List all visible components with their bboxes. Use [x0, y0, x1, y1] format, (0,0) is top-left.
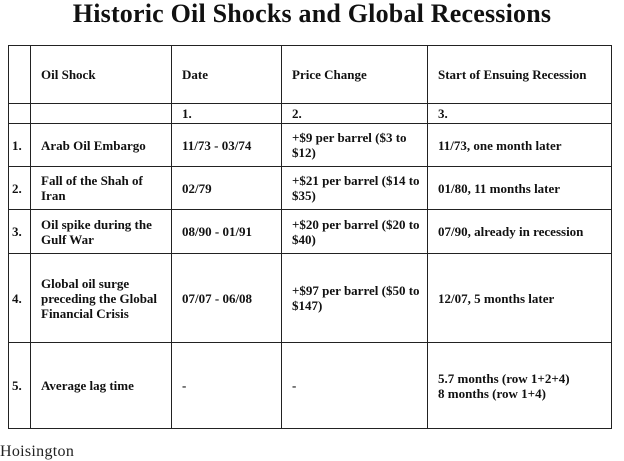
price-change-cell: +$21 per barrel ($14 to $35) — [281, 166, 428, 210]
recession-start-cell: 5.7 months (row 1+2+4) 8 months (row 1+4… — [427, 342, 612, 429]
table-row: 2. Fall of the Shah of Iran 02/79 +$21 p… — [8, 166, 612, 210]
table-row: 4. Global oil surge preceding the Global… — [8, 253, 612, 343]
subheader-price-index: 2. — [281, 103, 428, 124]
lag-time-all-rows: 5.7 months (row 1+2+4) — [438, 370, 570, 386]
price-change-cell: +$9 per barrel ($3 to $12) — [281, 123, 428, 167]
row-number: 1. — [8, 123, 31, 167]
header-oil-shock: Oil Shock — [30, 45, 172, 104]
recession-start-cell: 07/90, already in recession — [427, 209, 612, 254]
row-number: 4. — [8, 253, 31, 343]
price-change-cell: +$20 per barrel ($20 to $40) — [281, 209, 428, 254]
oil-shock-cell: Global oil surge preceding the Global Fi… — [30, 253, 172, 343]
date-cell: 08/90 - 01/91 — [171, 209, 282, 254]
oil-shock-cell: Average lag time — [30, 342, 172, 429]
row-number: 5. — [8, 342, 31, 429]
header-price-change: Price Change — [281, 45, 428, 104]
subheader-num-cell — [8, 103, 31, 124]
subheader-row: 1. 2. 3. — [8, 103, 612, 124]
table-row: 3. Oil spike during the Gulf War 08/90 -… — [8, 209, 612, 254]
date-cell: 11/73 - 03/74 — [171, 123, 282, 167]
price-change-cell: - — [281, 342, 428, 429]
subheader-date-index: 1. — [171, 103, 282, 124]
recession-start-cell: 11/73, one month later — [427, 123, 612, 167]
subheader-start-index: 3. — [427, 103, 612, 124]
header-row: Oil Shock Date Price Change Start of Ens… — [8, 45, 612, 104]
recession-start-cell: 12/07, 5 months later — [427, 253, 612, 343]
header-date: Date — [171, 45, 282, 104]
oil-shocks-table: Oil Shock Date Price Change Start of Ens… — [8, 45, 612, 429]
date-cell: - — [171, 342, 282, 429]
oil-shock-cell: Oil spike during the Gulf War — [30, 209, 172, 254]
price-change-cell: +$97 per barrel ($50 to $147) — [281, 253, 428, 343]
page-title: Historic Oil Shocks and Global Recession… — [72, 0, 552, 28]
hoisington-logo-text: Hoisington — [0, 443, 75, 460]
lag-time-rows-1-4: 8 months (row 1+4) — [438, 385, 546, 401]
table-row: 1. Arab Oil Embargo 11/73 - 03/74 +$9 pe… — [8, 123, 612, 167]
date-cell: 07/07 - 06/08 — [171, 253, 282, 343]
subheader-shock-cell — [30, 103, 172, 124]
header-start-of-recession: Start of Ensuing Recession — [427, 45, 612, 104]
recession-start-cell: 01/80, 11 months later — [427, 166, 612, 210]
header-num-cell — [8, 45, 31, 104]
date-cell: 02/79 — [171, 166, 282, 210]
table-row: 5. Average lag time - - 5.7 months (row … — [8, 342, 612, 429]
row-number: 2. — [8, 166, 31, 210]
row-number: 3. — [8, 209, 31, 254]
oil-shock-cell: Fall of the Shah of Iran — [30, 166, 172, 210]
oil-shock-cell: Arab Oil Embargo — [30, 123, 172, 167]
